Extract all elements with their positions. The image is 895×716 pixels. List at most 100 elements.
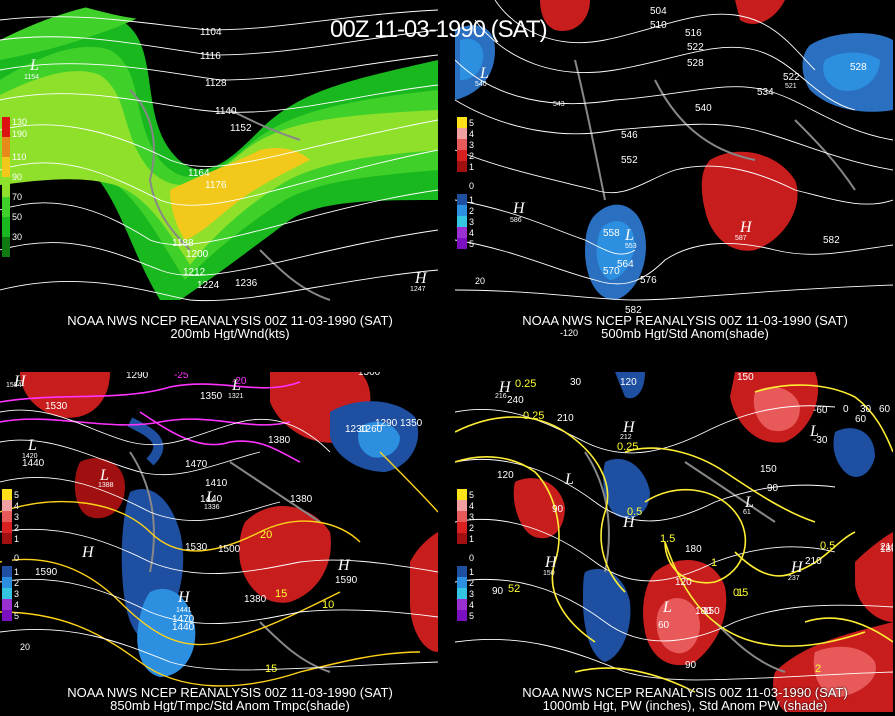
legend-label: 2 bbox=[14, 523, 19, 533]
low-marker: L bbox=[29, 57, 39, 74]
contour-label: 1590 bbox=[35, 567, 58, 578]
contour-label: 1470 bbox=[185, 459, 208, 470]
anomaly-legend: 5 4 3 2 1 0 1 2 3 4 5 bbox=[2, 489, 19, 621]
contour-label: 1236 bbox=[235, 278, 258, 289]
contour-label: 1440 bbox=[200, 494, 223, 505]
pw-label: 0.25 bbox=[523, 410, 544, 422]
contour-label: 240 bbox=[507, 395, 524, 406]
legend-label: 4 bbox=[469, 600, 474, 610]
contour-label: 120 bbox=[620, 377, 637, 388]
legend-label: 1 bbox=[14, 534, 19, 544]
high-marker: H bbox=[177, 589, 191, 606]
high-marker: H bbox=[81, 544, 95, 561]
isotherm-label: 20 bbox=[260, 529, 272, 541]
high-marker: H bbox=[337, 557, 351, 574]
contour-label: 1224 bbox=[197, 280, 220, 291]
contour-label: 504 bbox=[650, 6, 667, 17]
legend-label: 1 bbox=[469, 534, 474, 544]
contour-label: 1590 bbox=[335, 575, 358, 586]
legend-label: 50 bbox=[12, 212, 22, 222]
contour-label: 582 bbox=[823, 235, 840, 246]
low-value: 521 bbox=[785, 83, 797, 90]
high-marker: H bbox=[512, 200, 526, 217]
low-marker: L bbox=[564, 471, 574, 488]
pw-label: 0.25 bbox=[617, 441, 638, 453]
legend-label: 0 bbox=[14, 553, 19, 563]
high-marker: H bbox=[498, 379, 512, 396]
low-value: 540 bbox=[475, 81, 487, 88]
legend-label: 5 bbox=[469, 239, 474, 249]
isotherm-label: 15 bbox=[265, 663, 277, 675]
contour-label: 510 bbox=[650, 20, 667, 31]
caption-source: NOAA NWS NCEP REANALYSIS 00Z 11-03-1990 … bbox=[522, 313, 848, 328]
contour-label: 1164 bbox=[188, 168, 210, 179]
contour-label: 564 bbox=[617, 259, 634, 270]
low-marker: L bbox=[662, 599, 672, 616]
high-value: 237 bbox=[788, 575, 800, 582]
high-value: 1584 bbox=[6, 382, 22, 389]
legend-label: 0 bbox=[469, 553, 474, 563]
anomaly-legend: 5 4 3 2 1 0 1 2 3 4 5 bbox=[457, 489, 474, 621]
low-marker: L bbox=[205, 489, 215, 506]
legend-label: 5 bbox=[469, 490, 474, 500]
caption-field: 1000mb Hgt, PW (inches), Std Anom PW (sh… bbox=[542, 698, 828, 712]
contour-label: 552 bbox=[621, 155, 638, 166]
contour-label: 30 bbox=[860, 404, 872, 415]
contour-label: 1530 bbox=[45, 401, 68, 412]
contour-label: 120 bbox=[497, 470, 514, 481]
contour-label: 150 bbox=[760, 464, 777, 475]
pw-label: 1 bbox=[711, 557, 717, 569]
contour-label: 1440 bbox=[22, 458, 45, 469]
legend-label: 3 bbox=[469, 512, 474, 522]
contour-label: 1290 bbox=[375, 418, 398, 429]
low-value: 1420 bbox=[22, 453, 38, 460]
legend-label: 90 bbox=[12, 172, 22, 182]
high-marker: H bbox=[790, 559, 804, 576]
contour-label: 1212 bbox=[183, 267, 206, 278]
contour-label: 60 bbox=[855, 414, 867, 425]
contour-label: 1116 bbox=[200, 51, 221, 62]
contour-label: 1230 bbox=[345, 424, 368, 435]
contour-label: 30 bbox=[570, 377, 582, 388]
legend-label: 70 bbox=[12, 192, 22, 202]
high-value: 586 bbox=[510, 217, 522, 224]
legend-label: 110 bbox=[12, 152, 26, 162]
low-value: 1154 bbox=[24, 74, 39, 81]
contour-label: 0 bbox=[843, 404, 849, 415]
legend-label: 4 bbox=[14, 501, 19, 511]
contour-label: 576 bbox=[640, 275, 657, 286]
contour-label: 1128 bbox=[205, 78, 227, 89]
legend-label: 1 bbox=[469, 162, 474, 172]
caption-source: NOAA NWS NCEP REANALYSIS 00Z 11-03-1990 … bbox=[522, 685, 848, 700]
contour-label: 120 bbox=[675, 577, 692, 588]
pw-label: 0.5 bbox=[820, 540, 835, 552]
contour-label: 534 bbox=[757, 87, 774, 98]
lat-label: 20 bbox=[20, 642, 30, 652]
contour-label: 180 bbox=[880, 544, 893, 555]
low-marker: L bbox=[744, 494, 754, 511]
legend-label: 3 bbox=[14, 512, 19, 522]
contour-label: 528 bbox=[687, 58, 704, 69]
legend-label: 1 bbox=[469, 195, 474, 205]
contour-label: 522 bbox=[783, 72, 800, 83]
contour-label: 150 bbox=[737, 372, 754, 383]
contour-label: 210 bbox=[880, 542, 893, 553]
contour-label: 1500 bbox=[218, 544, 241, 555]
contour-label: 1290 bbox=[126, 372, 149, 381]
panel-500mb-map: 504 510 516 522 528 528 522 534 540 546 … bbox=[455, 0, 893, 340]
high-value: 216 bbox=[495, 393, 507, 400]
pw-label: 1.5 bbox=[660, 533, 675, 545]
pw-label: 2 bbox=[815, 663, 821, 675]
contour-label: 60 bbox=[658, 620, 670, 631]
map-500mb: 504 510 516 522 528 528 522 534 540 546 … bbox=[455, 0, 893, 340]
low-marker: L bbox=[231, 377, 241, 394]
legend-label: 2 bbox=[14, 578, 19, 588]
legend-label: 4 bbox=[14, 600, 19, 610]
legend-label: 3 bbox=[469, 217, 474, 227]
legend-label: 2 bbox=[469, 206, 474, 216]
low-marker: L bbox=[809, 423, 819, 440]
contour-label: 1410 bbox=[205, 478, 228, 489]
legend-label: 5 bbox=[14, 490, 19, 500]
legend-label: 5 bbox=[469, 118, 474, 128]
pw-label: 52 bbox=[508, 583, 520, 595]
